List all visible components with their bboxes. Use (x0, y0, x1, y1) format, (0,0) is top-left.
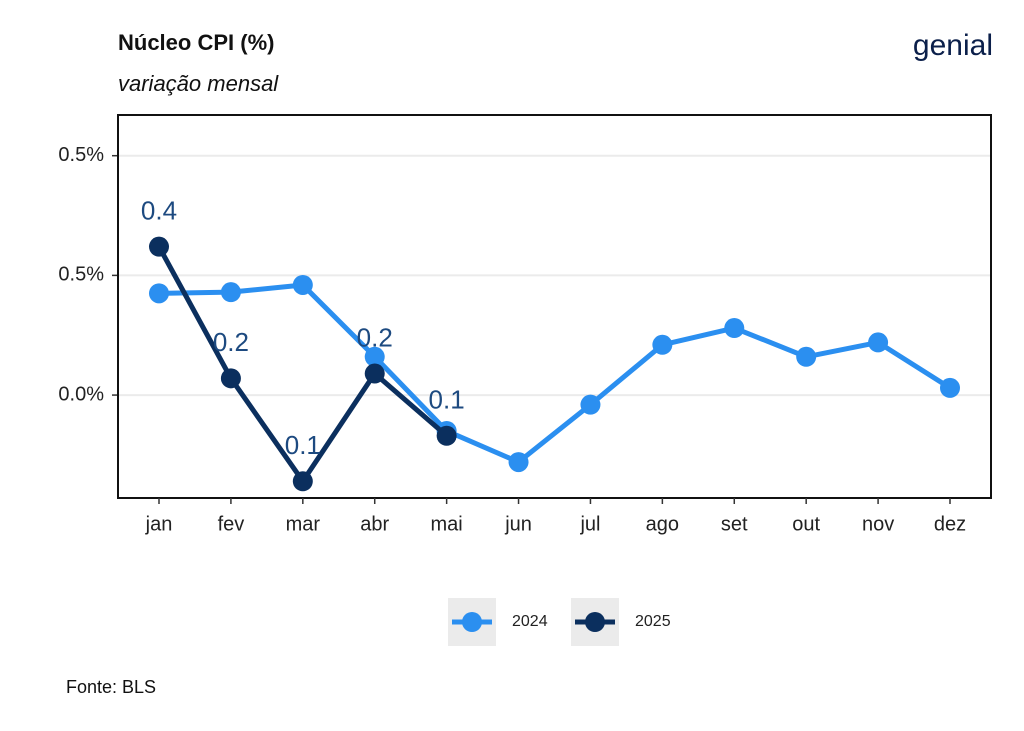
point (724, 318, 745, 339)
data-label: 0.1 (285, 430, 321, 460)
legend-label: 2025 (635, 613, 671, 630)
point (652, 334, 673, 355)
point (580, 394, 601, 415)
data-label: 0.2 (357, 322, 393, 352)
x-tick-label: jun (504, 513, 532, 535)
point (364, 363, 385, 384)
x-tick-label: out (792, 513, 820, 535)
point (796, 346, 817, 367)
legend-key-point (585, 612, 605, 632)
x-tick-label: nov (862, 513, 894, 535)
plot-border (117, 114, 992, 499)
point (220, 368, 241, 389)
point (149, 236, 169, 257)
point (220, 282, 241, 303)
point (868, 332, 889, 353)
legend-label: 2024 (512, 613, 548, 630)
x-tick-label: jan (145, 513, 173, 535)
x-tick-label: abr (360, 513, 389, 535)
point (436, 425, 457, 446)
data-label: 0.2 (213, 327, 249, 357)
legend-key-point (462, 612, 482, 632)
x-tick-label: dez (934, 513, 966, 535)
data-label: 0.1 (429, 385, 465, 415)
x-tick-label: mai (431, 513, 463, 535)
x-tick-label: ago (646, 513, 679, 535)
point (364, 346, 385, 367)
y-tick-label: 0.5% (58, 144, 104, 166)
x-tick-label: jul (579, 513, 600, 535)
logo: genial (913, 29, 993, 62)
chart-title: Núcleo CPI (%) (118, 30, 274, 55)
point (940, 377, 960, 398)
point (292, 471, 313, 492)
point (149, 283, 169, 304)
point (508, 452, 529, 473)
source: Fonte: BLS (66, 677, 156, 697)
series-line (158, 282, 952, 465)
y-tick-label: 0.5% (58, 264, 104, 286)
point (292, 274, 313, 295)
x-tick-label: mar (286, 513, 321, 535)
y-tick-label: 0.0% (58, 383, 104, 405)
data-label: 0.4 (141, 196, 177, 226)
chart-subtitle: variação mensal (118, 71, 279, 96)
x-tick-label: set (721, 513, 748, 535)
x-tick-label: fev (218, 513, 245, 535)
